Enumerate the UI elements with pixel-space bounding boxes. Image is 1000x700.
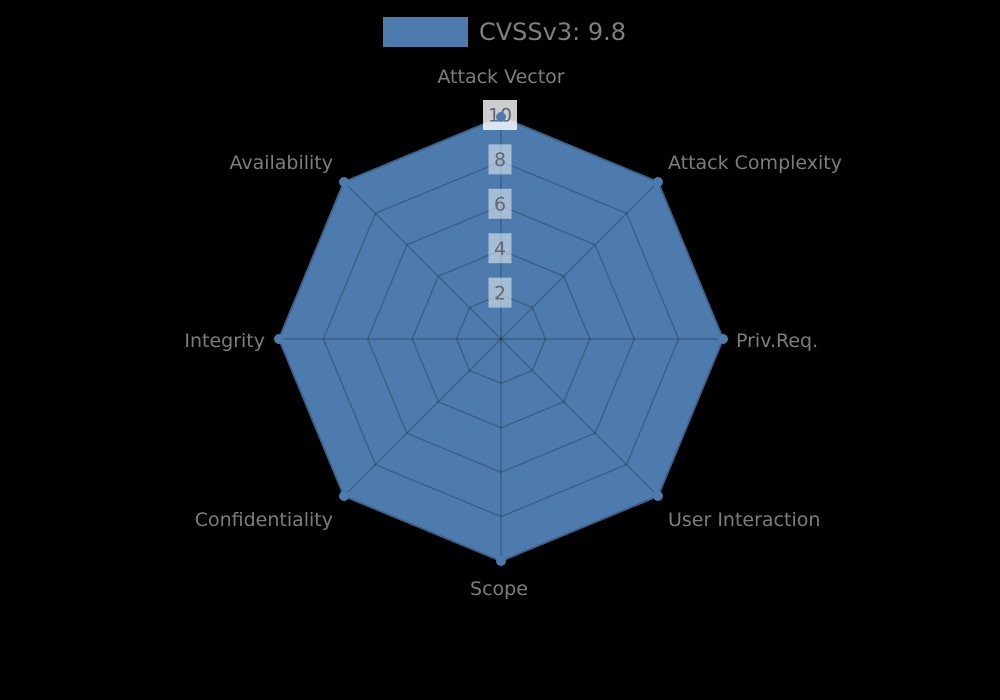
- data-point-marker-availability: [339, 177, 350, 188]
- tick-box-2: [488, 277, 512, 308]
- axis-label-attack-complexity: Attack Complexity: [668, 152, 842, 174]
- grid-ring-4: [411, 249, 591, 429]
- axis-label-availability: Availability: [229, 152, 333, 174]
- tick-label-2: 2: [494, 282, 506, 304]
- grid-spoke-attack-complexity: [500, 181, 659, 340]
- data-point-marker-user-interaction: [652, 490, 663, 501]
- tick-box-4: [488, 233, 512, 264]
- axis-label-priv-req: Priv.Req.: [736, 330, 818, 352]
- data-point-marker-confidentiality: [339, 490, 350, 501]
- grid-spoke-availability: [343, 181, 502, 340]
- axis-label-integrity: Integrity: [184, 330, 265, 352]
- grid-spoke-user-interaction: [500, 338, 659, 497]
- data-point-marker-attack-vector: [496, 112, 506, 122]
- tick-box-8: [488, 144, 512, 175]
- axis-label-scope: Scope: [470, 578, 528, 600]
- tick-label-8: 8: [494, 149, 506, 171]
- data-point-marker-priv-req: [718, 334, 728, 344]
- axis-label-user-interaction: User Interaction: [668, 509, 820, 531]
- data-point-marker-integrity: [274, 334, 284, 344]
- grid-ring-6: [366, 204, 636, 474]
- tick-label-4: 4: [494, 238, 506, 260]
- data-point-marker-scope: [496, 556, 506, 566]
- grid-ring-8: [322, 160, 680, 518]
- data-point-marker-attack-complexity: [652, 177, 663, 188]
- axis-label-confidentiality: Confidentiality: [195, 509, 333, 531]
- legend: CVSSv3: 9.8: [383, 17, 626, 47]
- legend-label: CVSSv3: 9.8: [479, 18, 626, 46]
- axis-label-attack-vector: Attack Vector: [437, 66, 564, 88]
- grid-ring-2: [455, 293, 547, 385]
- tick-label-6: 6: [494, 193, 506, 215]
- grid-spoke-confidentiality: [343, 338, 502, 497]
- tick-box-6: [488, 188, 512, 219]
- legend-swatch: [383, 17, 468, 47]
